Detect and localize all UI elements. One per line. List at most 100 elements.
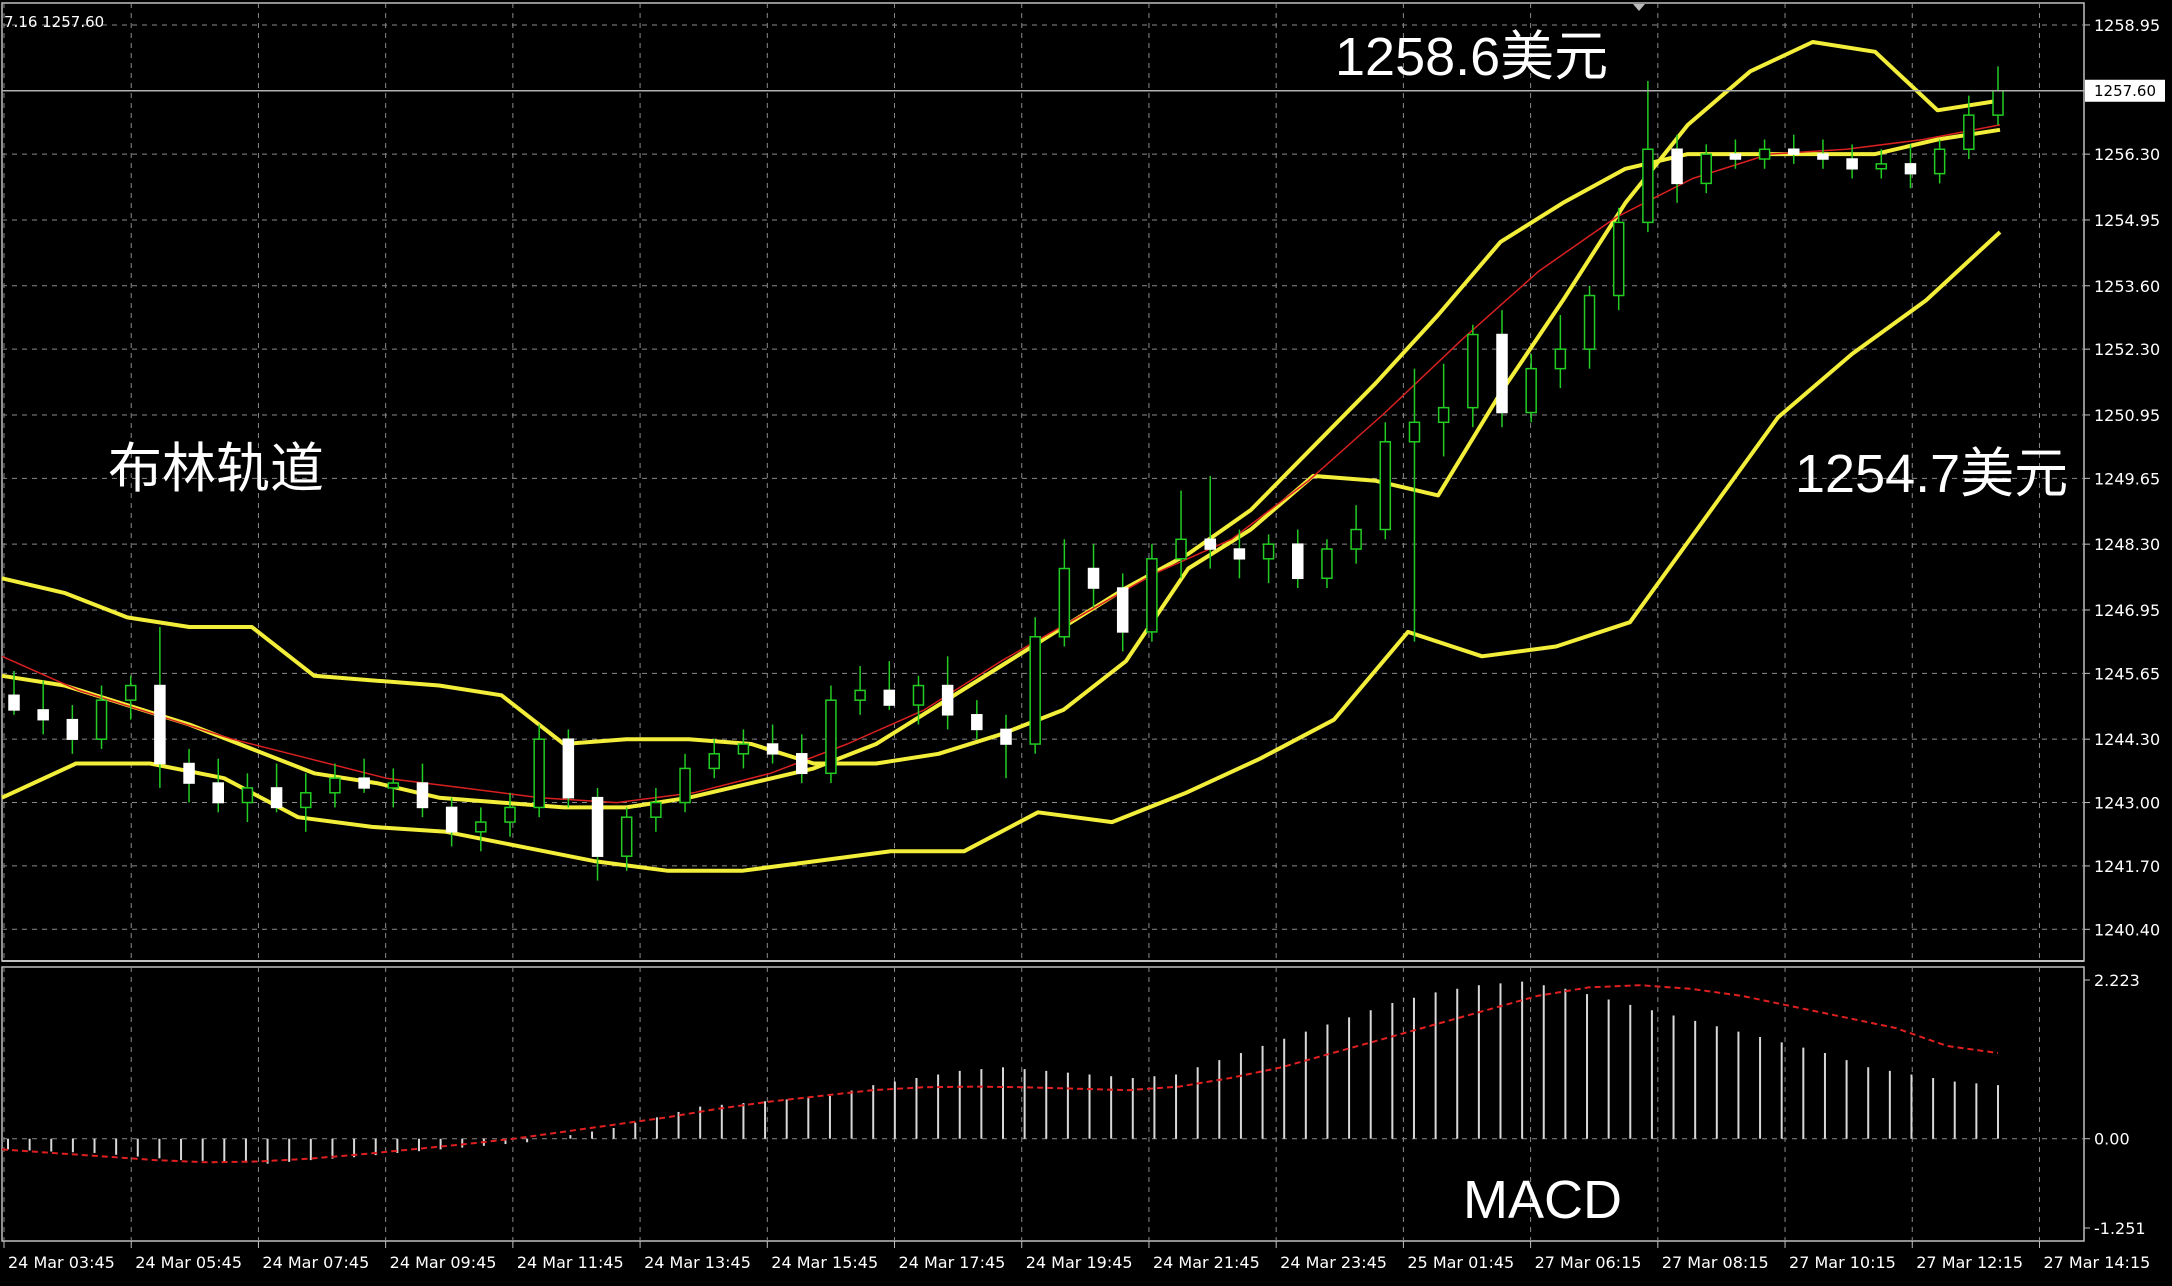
symbol-readout: 7.16 1257.60 bbox=[4, 13, 104, 31]
candle-body bbox=[1671, 148, 1683, 185]
price-tick-label: 1253.60 bbox=[2094, 277, 2160, 296]
candle-body bbox=[66, 718, 79, 740]
candle-body bbox=[1175, 538, 1187, 560]
candle-body bbox=[270, 787, 283, 809]
time-tick-label: 24 Mar 09:45 bbox=[390, 1253, 497, 1272]
price-tick-label: 1241.70 bbox=[2094, 857, 2160, 876]
time-tick-label: 24 Mar 17:45 bbox=[899, 1253, 1006, 1272]
candle-body bbox=[708, 753, 720, 770]
price-tick-label: 1250.95 bbox=[2094, 406, 2160, 425]
price-tick-label: 1258.95 bbox=[2094, 16, 2160, 35]
candle-body bbox=[475, 821, 487, 833]
time-tick-label: 24 Mar 21:45 bbox=[1153, 1253, 1260, 1272]
candle-body bbox=[1583, 294, 1596, 350]
candle-body bbox=[941, 684, 954, 716]
candles bbox=[8, 66, 2004, 881]
time-tick-label: 24 Mar 23:45 bbox=[1280, 1253, 1387, 1272]
price-tick-label: 1244.30 bbox=[2094, 730, 2160, 749]
candle-body bbox=[650, 801, 662, 818]
candle-body bbox=[737, 743, 750, 755]
macd-tick-label: 0.00 bbox=[2094, 1130, 2130, 1149]
candle-body bbox=[1467, 333, 1479, 409]
candle-body bbox=[533, 738, 545, 809]
candle-body bbox=[1700, 153, 1712, 185]
candle-body bbox=[1525, 367, 1537, 414]
candle-body bbox=[183, 762, 195, 784]
candle-body bbox=[1554, 348, 1567, 370]
lower-value-annotation: 1254.7美元 bbox=[1795, 444, 2068, 504]
candle-body bbox=[1875, 163, 1888, 170]
time-tick-label: 24 Mar 19:45 bbox=[1026, 1253, 1133, 1272]
time-tick-label: 27 Mar 14:15 bbox=[2043, 1253, 2150, 1272]
price-tick-label: 1248.30 bbox=[2094, 535, 2160, 554]
candle-body bbox=[37, 709, 49, 721]
candle-body bbox=[1846, 158, 1858, 170]
candle-body bbox=[1963, 114, 1975, 151]
price-tick-label: 1245.65 bbox=[2094, 664, 2160, 683]
time-tick-label: 24 Mar 05:45 bbox=[135, 1253, 242, 1272]
candle-body bbox=[562, 738, 575, 799]
price-tick-label: 1246.95 bbox=[2094, 601, 2160, 620]
time-tick-label: 24 Mar 13:45 bbox=[644, 1253, 751, 1272]
candle-body bbox=[1496, 333, 1508, 414]
time-tick-label: 27 Mar 12:15 bbox=[1916, 1253, 2023, 1272]
candle-body bbox=[329, 777, 341, 794]
price-tick-label: 1254.95 bbox=[2094, 211, 2160, 230]
price-tick-label: 1256.30 bbox=[2094, 145, 2160, 164]
bollinger-lower-line bbox=[1, 230, 2002, 873]
candle-body bbox=[912, 684, 925, 706]
time-tick-label: 27 Mar 08:15 bbox=[1662, 1253, 1769, 1272]
time-tick-label: 24 Mar 07:45 bbox=[262, 1253, 369, 1272]
candle-body bbox=[971, 714, 983, 731]
macd-axis: 2.223 0.00 -1.251 bbox=[2084, 971, 2146, 1238]
candle-body bbox=[1612, 221, 1625, 297]
time-tick-label: 27 Mar 10:15 bbox=[1789, 1253, 1896, 1272]
candle-body bbox=[387, 782, 400, 789]
candle-body bbox=[212, 782, 224, 804]
candle-body bbox=[416, 782, 429, 809]
bollinger-label: 布林轨道 bbox=[108, 439, 324, 499]
candle-body bbox=[620, 816, 633, 857]
candle-body bbox=[1379, 441, 1392, 531]
candle-body bbox=[1087, 567, 1100, 589]
candle-body bbox=[1642, 148, 1654, 224]
candle-body bbox=[766, 743, 779, 755]
candle-body bbox=[1437, 406, 1450, 424]
candle-body bbox=[1204, 538, 1216, 550]
time-tick-label: 25 Mar 01:45 bbox=[1407, 1253, 1514, 1272]
candle-body bbox=[124, 684, 137, 701]
candle-body bbox=[8, 694, 20, 711]
candle-body bbox=[154, 684, 166, 765]
time-axis: 24 Mar 03:45 24 Mar 05:45 24 Mar 07:45 24 M… bbox=[8, 1253, 2150, 1272]
shift-marker-icon bbox=[1633, 4, 1645, 11]
current-price-box bbox=[2085, 79, 2165, 102]
candle-body bbox=[1146, 558, 1158, 633]
candle-body bbox=[1116, 587, 1129, 633]
candle-body bbox=[241, 787, 254, 804]
candle-body bbox=[504, 806, 516, 823]
candle-body bbox=[1729, 153, 1742, 160]
macd-indicator bbox=[1, 981, 1999, 1164]
candle-body bbox=[445, 806, 458, 833]
time-tick-label: 24 Mar 11:45 bbox=[517, 1253, 624, 1272]
macd-signal-line bbox=[1, 984, 1999, 1164]
candle-body bbox=[854, 689, 866, 701]
macd-tick-label: 2.223 bbox=[2094, 971, 2140, 990]
candle-body bbox=[1933, 148, 1946, 175]
candle-body bbox=[1904, 163, 1917, 175]
candle-body bbox=[591, 796, 604, 857]
upper-value-annotation: 1258.6美元 bbox=[1335, 27, 1608, 87]
current-price-label: 1257.60 bbox=[2094, 82, 2156, 100]
candle-body bbox=[679, 767, 691, 804]
candle-body bbox=[1233, 548, 1246, 560]
price-tick-label: 1243.00 bbox=[2094, 794, 2160, 813]
candle-body bbox=[1992, 90, 2004, 116]
price-tick-label: 1240.40 bbox=[2094, 920, 2160, 939]
candle-body bbox=[1758, 148, 1771, 160]
candle-body bbox=[1788, 148, 1800, 155]
time-tick-label: 24 Mar 15:45 bbox=[771, 1253, 878, 1272]
candle-body bbox=[1262, 543, 1275, 560]
candle-body bbox=[1817, 153, 1829, 160]
